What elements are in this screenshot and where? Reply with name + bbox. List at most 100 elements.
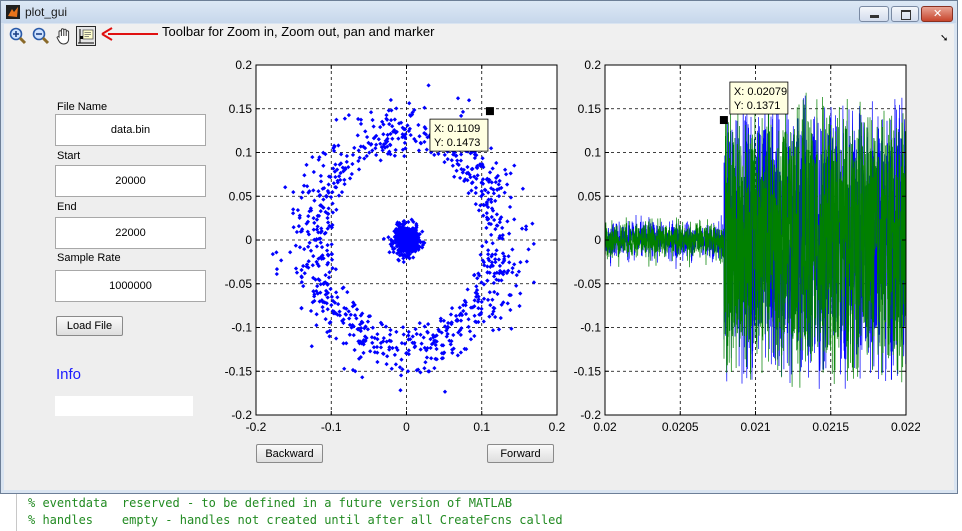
scatter-point xyxy=(438,316,443,321)
scatter-point xyxy=(409,217,414,222)
load-file-button[interactable]: Load File xyxy=(56,316,123,336)
scatter-point xyxy=(397,121,402,126)
scatter-point xyxy=(306,213,311,219)
scatter-point xyxy=(394,129,399,134)
scatter-point xyxy=(489,232,494,237)
scatter-point xyxy=(486,177,492,182)
scatter-point xyxy=(493,314,498,320)
scatter-point xyxy=(370,340,375,345)
scatter-point xyxy=(332,169,338,174)
scatter-point xyxy=(326,211,331,216)
file-name-input[interactable]: data.bin xyxy=(55,114,206,146)
scatter-point xyxy=(321,150,326,155)
scatter-point xyxy=(517,303,522,309)
start-input[interactable]: 20000 xyxy=(55,165,206,197)
x-tick-label: 0.2 xyxy=(549,420,565,434)
time-series-plot[interactable]: 0.02 0.0205 0.021 0.0215 0.022 0.2 0.15 0.1 0.05… xyxy=(570,55,920,440)
scatter-point xyxy=(311,188,316,193)
scatter-point xyxy=(422,324,427,329)
info-text-field xyxy=(55,396,193,416)
scatter-point xyxy=(512,217,517,222)
scatter-point xyxy=(329,242,334,247)
scatter-point xyxy=(310,263,315,268)
scatter-point xyxy=(472,152,478,157)
scatter-point xyxy=(508,171,513,176)
scatter-point xyxy=(291,190,296,195)
scatter-point xyxy=(405,238,410,243)
scatter-point xyxy=(466,98,472,103)
scatter-point xyxy=(492,289,497,295)
close-button[interactable]: ✕ xyxy=(921,6,953,22)
y-tick-label: 0 xyxy=(594,233,601,247)
title-bar[interactable]: plot_gui ✕ xyxy=(1,1,956,23)
scatter-point xyxy=(474,284,479,289)
zoom-in-icon[interactable] xyxy=(8,26,28,46)
zoom-out-icon[interactable] xyxy=(31,26,51,46)
scatter-point xyxy=(481,213,486,218)
scatter-point xyxy=(502,190,507,195)
pan-hand-icon[interactable] xyxy=(54,26,74,46)
scatter-point xyxy=(417,231,422,237)
scatter-point xyxy=(485,205,491,210)
scatter-point xyxy=(493,226,498,232)
scatter-point xyxy=(387,122,392,127)
scatter-point xyxy=(378,141,383,146)
scatter-point xyxy=(370,148,375,153)
scatter-point xyxy=(358,117,364,122)
maximize-button[interactable] xyxy=(891,6,919,22)
scatter-point xyxy=(338,170,343,176)
datatip-y-text: Y: 0.1371 xyxy=(734,100,781,112)
datatip-marker xyxy=(719,116,728,125)
scatter-point xyxy=(489,214,494,220)
forward-button[interactable]: Forward xyxy=(487,444,554,463)
dock-arrow-icon[interactable]: ➘ xyxy=(940,33,949,44)
scatter-point xyxy=(470,180,475,185)
sample-rate-input[interactable]: 1000000 xyxy=(55,270,206,302)
scatter-point xyxy=(508,195,514,200)
scatter-point xyxy=(510,247,515,252)
backward-button[interactable]: Backward xyxy=(256,444,323,463)
scatter-point xyxy=(333,162,338,167)
scatter-point xyxy=(489,199,494,205)
scatter-point xyxy=(342,116,347,121)
datatip-box xyxy=(429,118,489,152)
x-tick-label: 0.021 xyxy=(740,420,770,434)
end-input[interactable]: 22000 xyxy=(55,217,206,249)
scatter-point xyxy=(314,244,319,249)
scatter-plot[interactable]: -0.2 -0.1 0 0.1 0.2 0.2 0.15 0.1 0.05 0 -0.05 -0.1 -… xyxy=(220,55,565,440)
scatter-point xyxy=(403,127,408,132)
data-cursor-button[interactable] xyxy=(76,26,96,46)
scatter-point xyxy=(366,140,371,146)
scatter-point xyxy=(330,308,335,314)
scatter-point xyxy=(332,143,337,148)
scatter-point xyxy=(321,163,326,168)
scatter-point xyxy=(324,193,329,199)
scatter-point xyxy=(329,251,335,257)
scatter-point xyxy=(481,202,487,208)
scatter-point xyxy=(399,229,404,235)
scatter-point xyxy=(300,190,305,195)
scatter-point xyxy=(406,329,411,335)
scatter-point xyxy=(484,239,489,245)
y-tick-label: 0.1 xyxy=(235,146,252,160)
code-editor[interactable]: % eventdata reserved - to be defined in … xyxy=(0,493,962,531)
scatter-point xyxy=(402,140,407,145)
scatter-point xyxy=(510,270,515,275)
scatter-point xyxy=(310,154,315,160)
scatter-point xyxy=(473,190,478,196)
scatter-point xyxy=(318,240,323,245)
scatter-point xyxy=(274,250,279,255)
scatter-point xyxy=(324,248,330,253)
scatter-point xyxy=(410,334,415,339)
scatter-point xyxy=(478,203,483,208)
scatter-point xyxy=(518,260,523,265)
scatter-point xyxy=(396,258,401,263)
scatter-point xyxy=(314,323,319,328)
scatter-point xyxy=(433,342,438,348)
scatter-point xyxy=(387,345,392,350)
y-tick-label: -0.2 xyxy=(231,408,252,422)
scatter-point xyxy=(331,166,336,171)
scatter-point xyxy=(490,166,495,171)
scatter-point xyxy=(420,229,425,234)
minimize-button[interactable] xyxy=(859,6,889,22)
